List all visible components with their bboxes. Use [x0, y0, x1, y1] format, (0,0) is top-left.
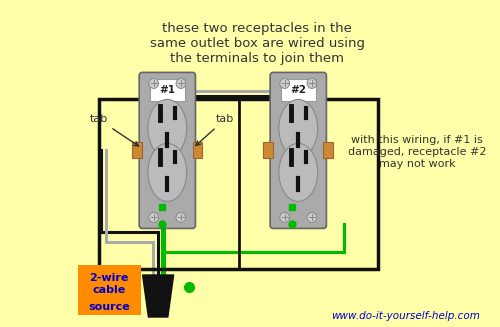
Text: www.do-it-yourself-help.com: www.do-it-yourself-help.com: [332, 311, 480, 321]
Ellipse shape: [148, 144, 186, 201]
Circle shape: [149, 213, 158, 222]
Circle shape: [280, 78, 289, 88]
Circle shape: [307, 78, 316, 88]
Ellipse shape: [279, 144, 318, 201]
Bar: [192, 143, 202, 158]
Text: #2: #2: [290, 85, 306, 95]
Text: tab: tab: [90, 114, 138, 146]
Ellipse shape: [148, 99, 186, 157]
Circle shape: [149, 78, 158, 88]
Bar: [281, 79, 316, 101]
Bar: [99, 99, 378, 269]
Ellipse shape: [279, 99, 318, 157]
Bar: [78, 265, 140, 315]
Polygon shape: [142, 275, 174, 317]
FancyBboxPatch shape: [139, 72, 196, 229]
Text: with this wiring, if #1 is
damaged, receptacle #2
may not work: with this wiring, if #1 is damaged, rece…: [348, 135, 486, 169]
Text: source: source: [88, 302, 130, 312]
Text: these two receptacles in the
same outlet box are wired using
the terminals to jo: these two receptacles in the same outlet…: [150, 22, 364, 65]
Bar: [132, 143, 142, 158]
Bar: [264, 143, 273, 158]
Text: #1: #1: [160, 85, 176, 95]
Circle shape: [307, 213, 316, 222]
Text: tab: tab: [196, 114, 234, 146]
FancyBboxPatch shape: [270, 72, 326, 229]
Circle shape: [176, 213, 186, 222]
Circle shape: [280, 213, 289, 222]
Circle shape: [294, 146, 302, 154]
Circle shape: [164, 146, 171, 154]
Bar: [150, 79, 185, 101]
Text: 2-wire
cable: 2-wire cable: [90, 273, 129, 295]
Bar: [324, 143, 333, 158]
Circle shape: [176, 78, 186, 88]
